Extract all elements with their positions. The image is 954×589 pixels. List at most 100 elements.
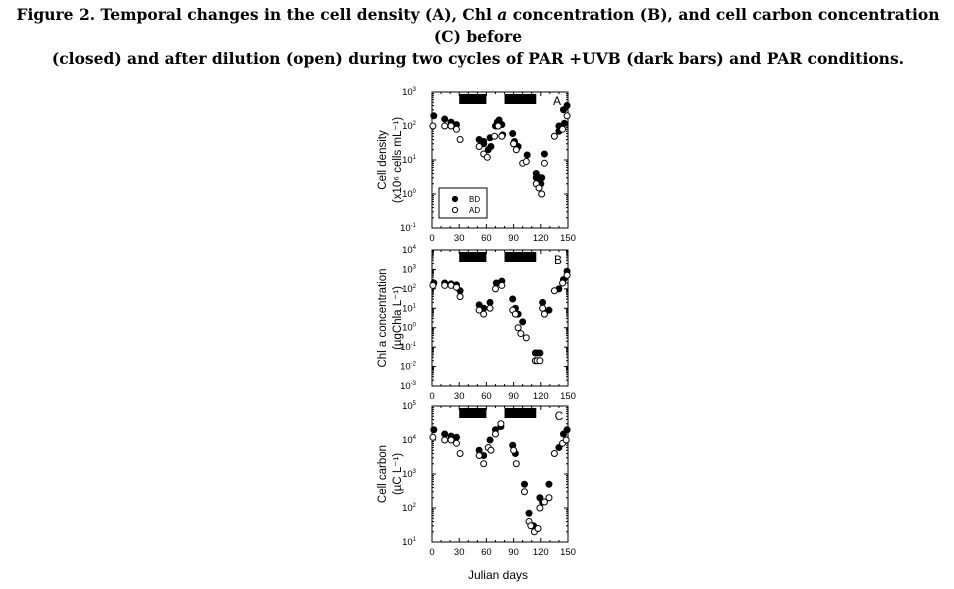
y-tick-mantissa: 10 — [400, 381, 411, 392]
data-point-closed — [486, 436, 494, 444]
uvb-period-bar — [459, 94, 487, 104]
data-point-closed — [545, 480, 553, 488]
x-tick-label: 60 — [481, 233, 492, 244]
y-tick-label: 102 — [402, 121, 417, 132]
uvb-period-bar — [504, 94, 537, 104]
y-tick-mantissa: 10 — [402, 303, 413, 314]
y-tick-mantissa: 10 — [402, 189, 413, 200]
x-tick-label: 90 — [508, 391, 519, 402]
data-point-open — [550, 450, 558, 458]
data-point-open — [522, 158, 530, 166]
data-point-open — [456, 136, 464, 144]
y-tick-label: 10-1 — [400, 223, 417, 234]
y-tick-label: 103 — [402, 87, 417, 98]
data-point-closed — [545, 306, 553, 314]
y-tick-exponent: 5 — [413, 401, 417, 407]
data-point-closed — [519, 318, 527, 326]
data-point-open — [563, 271, 571, 279]
data-point-closed — [539, 298, 547, 306]
y-tick-exponent: -1 — [411, 223, 417, 229]
data-point-open — [559, 279, 567, 287]
y-tick-label: 10-1 — [400, 342, 417, 353]
data-point-open — [512, 146, 520, 154]
y-tick-exponent: 1 — [413, 303, 417, 309]
caption-italic-a: a — [497, 5, 508, 24]
y-tick-label: 103 — [402, 469, 417, 480]
data-point-open — [510, 446, 518, 454]
legend-closed-marker — [451, 195, 459, 203]
y-tick-label: 101 — [402, 537, 417, 548]
uvb-period-bar — [504, 408, 537, 418]
y-tick-mantissa: 10 — [402, 469, 413, 480]
legend-label-ad: AD — [469, 206, 480, 215]
y-tick-mantissa: 10 — [402, 245, 413, 256]
y-tick-mantissa: 10 — [402, 503, 413, 514]
data-point-closed — [520, 480, 528, 488]
data-point-open — [452, 283, 460, 291]
data-point-closed — [430, 112, 438, 120]
y-tick-label: 10-3 — [400, 381, 417, 392]
y-tick-label: 104 — [402, 245, 417, 256]
data-point-open — [491, 285, 499, 293]
y-tick-mantissa: 10 — [400, 342, 411, 353]
legend-label-bd: BD — [469, 195, 480, 204]
plot-frame — [431, 249, 569, 387]
y-tick-label: 105 — [402, 401, 417, 412]
data-point-closed — [532, 174, 540, 182]
data-point-open — [536, 357, 544, 365]
data-point-closed — [509, 130, 517, 138]
y-tick-exponent: 2 — [413, 503, 417, 509]
data-point-open — [562, 436, 570, 444]
data-point-open — [540, 159, 548, 167]
data-point-open — [452, 439, 460, 447]
data-point-open — [497, 420, 505, 428]
caption-line-1-end: concentration (B), and cell carbon conce… — [433, 5, 940, 46]
data-point-open — [512, 460, 520, 468]
y-tick-mantissa: 10 — [402, 284, 413, 295]
panel-letter: A — [553, 94, 561, 108]
y-tick-mantissa: 10 — [402, 264, 413, 275]
data-point-open — [480, 460, 488, 468]
data-point-closed — [441, 430, 449, 438]
x-axis-title: Julian days — [468, 568, 528, 582]
caption-line-1-start: Figure 2. Temporal changes in the cell d… — [16, 5, 498, 24]
data-point-open — [429, 122, 437, 130]
data-point-open — [535, 184, 543, 192]
data-point-closed — [536, 349, 544, 357]
data-point-open — [475, 142, 483, 150]
data-point-open — [510, 140, 518, 148]
y-tick-exponent: 4 — [413, 435, 417, 441]
data-point-open — [550, 132, 558, 140]
data-point-open — [498, 132, 506, 140]
data-point-closed — [441, 115, 449, 123]
figure-caption: Figure 2. Temporal changes in the cell d… — [8, 4, 948, 70]
data-point-open — [536, 504, 544, 512]
y-tick-mantissa: 10 — [402, 537, 413, 548]
y-axis-title-line-1: Chl a concentration — [377, 268, 389, 367]
y-tick-exponent: 3 — [413, 264, 417, 270]
legend-box — [438, 187, 488, 219]
data-point-open — [539, 304, 547, 312]
y-tick-mantissa: 10 — [402, 121, 413, 132]
data-point-open — [486, 304, 494, 312]
y-tick-mantissa: 10 — [400, 362, 411, 373]
data-point-closed — [559, 106, 567, 114]
y-tick-mantissa: 10 — [402, 435, 413, 446]
data-point-closed — [540, 150, 548, 158]
caption-line-2: (closed) and after dilution (open) durin… — [51, 49, 905, 68]
data-point-open — [452, 125, 460, 133]
x-tick-label: 0 — [429, 547, 434, 558]
data-point-open — [429, 433, 437, 441]
data-point-open — [550, 287, 558, 295]
x-tick-label: 90 — [508, 547, 519, 558]
y-tick-exponent: -1 — [411, 342, 417, 348]
data-point-closed — [525, 509, 533, 517]
data-point-open — [483, 153, 491, 161]
panel-letter: B — [554, 253, 562, 267]
x-tick-label: 150 — [560, 547, 576, 558]
data-point-open — [517, 330, 525, 338]
data-point-closed — [480, 138, 488, 146]
y-tick-label: 10-2 — [400, 362, 417, 373]
y-tick-exponent: 4 — [413, 245, 417, 251]
x-tick-label: 30 — [454, 547, 465, 558]
